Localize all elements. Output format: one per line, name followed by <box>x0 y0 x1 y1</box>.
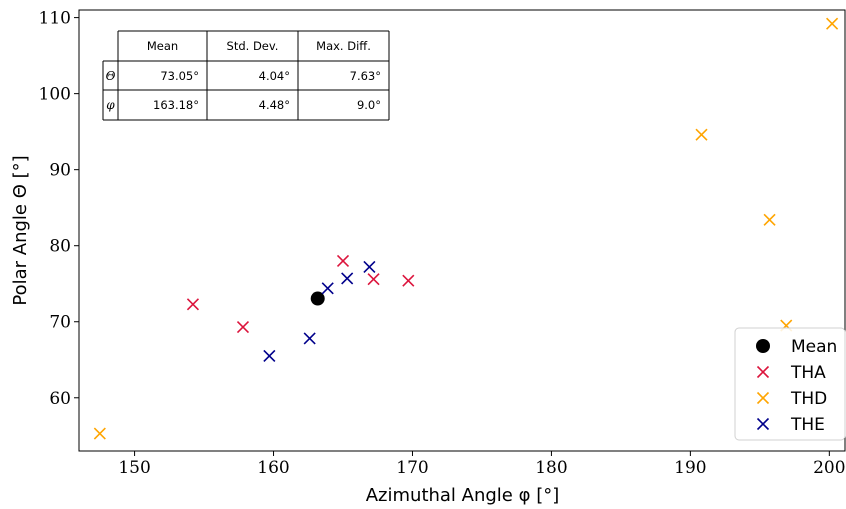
marker-stroke <box>236 320 250 334</box>
point-the <box>341 272 354 285</box>
y-axis-label: Polar Angle Θ [°] <box>10 155 31 305</box>
plot-area <box>78 9 846 452</box>
axes: 150 160 170 180 190 200 60 70 80 90 100 110 Azimutha… <box>10 9 846 506</box>
marker-stroke <box>756 365 770 379</box>
legend-marker-the <box>756 417 770 431</box>
x-tick-label: 150 <box>118 458 150 478</box>
marker-stroke <box>826 17 839 30</box>
table-bg <box>103 31 389 120</box>
y-tick-label: 80 <box>49 237 71 257</box>
marker-stroke <box>402 274 415 287</box>
table-row-label: Θ <box>106 69 116 83</box>
mean-point <box>310 291 325 306</box>
point-tha <box>336 254 350 267</box>
point-the <box>363 260 376 274</box>
marker-stroke <box>695 128 708 141</box>
y-tick-label: 70 <box>49 313 71 333</box>
table-cell-mean: 73.05° <box>160 69 199 83</box>
y-tick-label: 100 <box>39 85 71 105</box>
point-thd <box>695 128 708 141</box>
marker-stroke <box>321 282 334 295</box>
x-tick-label: 180 <box>535 458 567 478</box>
table-cell-mean: 163.18° <box>153 98 199 112</box>
table-cell-max: 7.63° <box>350 69 381 83</box>
y-tick-label: 110 <box>39 9 71 29</box>
x-tick-label: 200 <box>813 458 845 478</box>
marker-stroke <box>336 254 350 267</box>
table-header: Std. Dev. <box>227 39 279 53</box>
marker-stroke <box>186 298 200 311</box>
plot-frame <box>78 9 846 452</box>
legend-marker-mean <box>756 339 770 353</box>
x-tick-label: 170 <box>396 458 428 478</box>
legend-label: Mean <box>791 337 837 357</box>
table-row-label: φ <box>106 98 115 112</box>
table-header: Mean <box>147 39 178 53</box>
legend-label: THE <box>790 415 825 435</box>
point-thd <box>763 213 776 226</box>
point-tha <box>186 298 200 311</box>
legend-label: THD <box>790 389 827 409</box>
legend-box <box>734 327 846 441</box>
table-header: Max. Diff. <box>316 39 371 53</box>
x-axis-label: Azimuthal Angle φ [°] <box>366 485 560 506</box>
marker-stroke <box>303 332 316 345</box>
legend-marker-thd <box>756 391 770 405</box>
table-cell-std: 4.04° <box>259 69 290 83</box>
point-the <box>321 282 334 295</box>
point-thd <box>93 427 106 440</box>
marker-stroke <box>93 427 106 440</box>
point-tha <box>236 320 250 334</box>
x-tick-label: 190 <box>674 458 706 478</box>
point-the <box>263 349 276 363</box>
point-thd <box>826 17 839 30</box>
marker-stroke <box>763 213 776 226</box>
marker-stroke <box>341 272 354 285</box>
legend-label: THA <box>790 363 826 383</box>
marker-stroke <box>756 417 770 431</box>
marker-stroke <box>756 391 770 405</box>
y-tick-label: 90 <box>49 161 71 181</box>
marker-stroke <box>263 349 276 363</box>
marker-stroke <box>363 260 376 274</box>
legend-marker-tha <box>756 365 770 379</box>
y-tick-label: 60 <box>49 389 71 409</box>
marker-stroke <box>367 273 380 286</box>
x-tick-label: 160 <box>257 458 289 478</box>
point-tha <box>367 273 380 286</box>
stats-table: Mean Std. Dev. Max. Diff. Θ 73.05° 4.04° 7.63°… <box>102 30 390 121</box>
point-the <box>303 332 316 345</box>
table-cell-max: 9.0° <box>357 98 381 112</box>
data-marks <box>93 17 839 440</box>
point-tha <box>402 274 415 287</box>
table-cell-std: 4.48° <box>259 98 290 112</box>
legend: Mean THA THD THE <box>734 327 846 441</box>
